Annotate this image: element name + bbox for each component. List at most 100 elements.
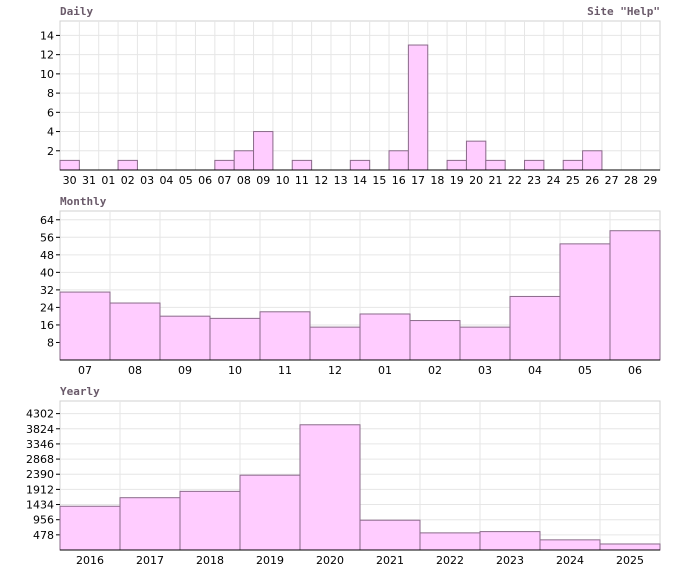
bar-2019: [239, 474, 301, 551]
y-tick-label: 24: [40, 301, 54, 314]
x-tick-label: 24: [547, 174, 561, 187]
bar-25: [562, 159, 584, 171]
x-tick-label: 05: [179, 174, 193, 187]
x-tick-label: 10: [276, 174, 290, 187]
y-tick-label: 64: [40, 214, 54, 227]
bar-11: [291, 159, 313, 171]
y-tick-label: 478: [33, 529, 54, 542]
x-tick-label: 03: [140, 174, 154, 187]
y-tick-label: 1434: [26, 499, 54, 512]
bar-19: [446, 159, 467, 171]
y-tick-label: 40: [40, 266, 54, 279]
bar-02: [117, 159, 138, 171]
bar-26: [582, 150, 603, 171]
x-tick-label: 02: [428, 364, 442, 377]
bar-2022: [419, 532, 481, 551]
bar-10: [209, 317, 261, 361]
bar-05: [559, 243, 611, 361]
y-tick-label: 3824: [26, 423, 54, 436]
y-tick-label: 4: [47, 126, 54, 139]
x-tick-label: 19: [450, 174, 464, 187]
yearly-chart-title: Yearly: [60, 385, 100, 398]
x-tick-label: 06: [628, 364, 642, 377]
x-tick-label: 12: [328, 364, 342, 377]
bar-04: [509, 295, 561, 361]
x-tick-label: 01: [101, 174, 115, 187]
x-tick-label: 05: [578, 364, 592, 377]
y-tick-label: 3346: [26, 438, 54, 451]
y-tick-label: 8: [47, 336, 54, 349]
yearly-chart: 478 956 1434 1912 2390 2868 3346 3824 4302 2016 20…: [26, 400, 661, 567]
x-tick-label: 09: [178, 364, 192, 377]
y-tick-label: 56: [40, 231, 54, 244]
bar-2020: [299, 424, 361, 551]
bar-2018: [179, 490, 241, 551]
x-tick-label: 2016: [76, 554, 104, 567]
x-tick-label: 03: [478, 364, 492, 377]
bar-16: [388, 150, 409, 171]
x-tick-label: 11: [295, 174, 309, 187]
x-tick-label: 2018: [196, 554, 224, 567]
bar-09: [159, 315, 211, 361]
bar-08: [109, 302, 161, 361]
bar-06: [609, 230, 661, 361]
x-tick-label: 2020: [316, 554, 344, 567]
bar-2024: [539, 539, 601, 551]
bar-20: [465, 140, 487, 171]
x-tick-label: 14: [353, 174, 367, 187]
x-tick-label: 11: [278, 364, 292, 377]
x-tick-label: 23: [527, 174, 541, 187]
monthly-chart-title: Monthly: [60, 195, 107, 208]
x-tick-label: 06: [198, 174, 212, 187]
x-tick-label: 30: [63, 174, 77, 187]
bar-17: [407, 44, 429, 171]
bar-02: [409, 320, 461, 361]
bar-2023: [479, 531, 541, 551]
x-tick-label: 04: [159, 174, 173, 187]
bar-09: [253, 131, 274, 171]
bar-23: [524, 159, 545, 171]
x-tick-label: 20: [469, 174, 483, 187]
x-tick-label: 10: [228, 364, 242, 377]
x-tick-label: 2019: [256, 554, 284, 567]
y-tick-label: 6: [47, 106, 54, 119]
monthly-chart: 8 16 24 32 40 48 56 64 07 08 09 10 11 12 01 02 03 04 05 06: [40, 210, 661, 377]
y-tick-label: 1912: [26, 483, 54, 496]
x-tick-label: 28: [624, 174, 638, 187]
x-tick-label: 2023: [496, 554, 524, 567]
bar-12: [309, 326, 361, 361]
bar-2017: [119, 497, 181, 551]
x-tick-label: 04: [528, 364, 542, 377]
x-tick-label: 2025: [616, 554, 644, 567]
plot-area: [59, 20, 661, 171]
y-tick-label: 10: [40, 68, 54, 81]
bar-2016: [59, 505, 121, 551]
x-tick-label: 13: [334, 174, 348, 187]
x-tick-label: 25: [566, 174, 580, 187]
bar-21: [485, 159, 506, 171]
y-tick-label: 4302: [26, 408, 54, 421]
bar-30: [59, 159, 80, 171]
y-tick-label: 2868: [26, 453, 54, 466]
bar-2025: [599, 543, 661, 551]
x-tick-label: 21: [488, 174, 502, 187]
y-tick-label: 14: [40, 29, 54, 42]
y-tick-label: 8: [47, 87, 54, 100]
x-tick-label: 2017: [136, 554, 164, 567]
x-tick-label: 08: [237, 174, 251, 187]
x-tick-label: 09: [256, 174, 270, 187]
bar-14: [349, 159, 371, 171]
bar-01: [359, 313, 411, 361]
bar-07: [214, 159, 235, 171]
x-tick-label: 07: [218, 174, 232, 187]
bar-03: [459, 326, 511, 361]
x-tick-label: 01: [378, 364, 392, 377]
x-tick-label: 22: [508, 174, 522, 187]
x-tick-label: 2022: [436, 554, 464, 567]
bar-07: [59, 291, 111, 361]
x-tick-label: 27: [605, 174, 619, 187]
x-tick-label: 2024: [556, 554, 584, 567]
x-tick-label: 31: [82, 174, 96, 187]
x-tick-label: 17: [411, 174, 425, 187]
